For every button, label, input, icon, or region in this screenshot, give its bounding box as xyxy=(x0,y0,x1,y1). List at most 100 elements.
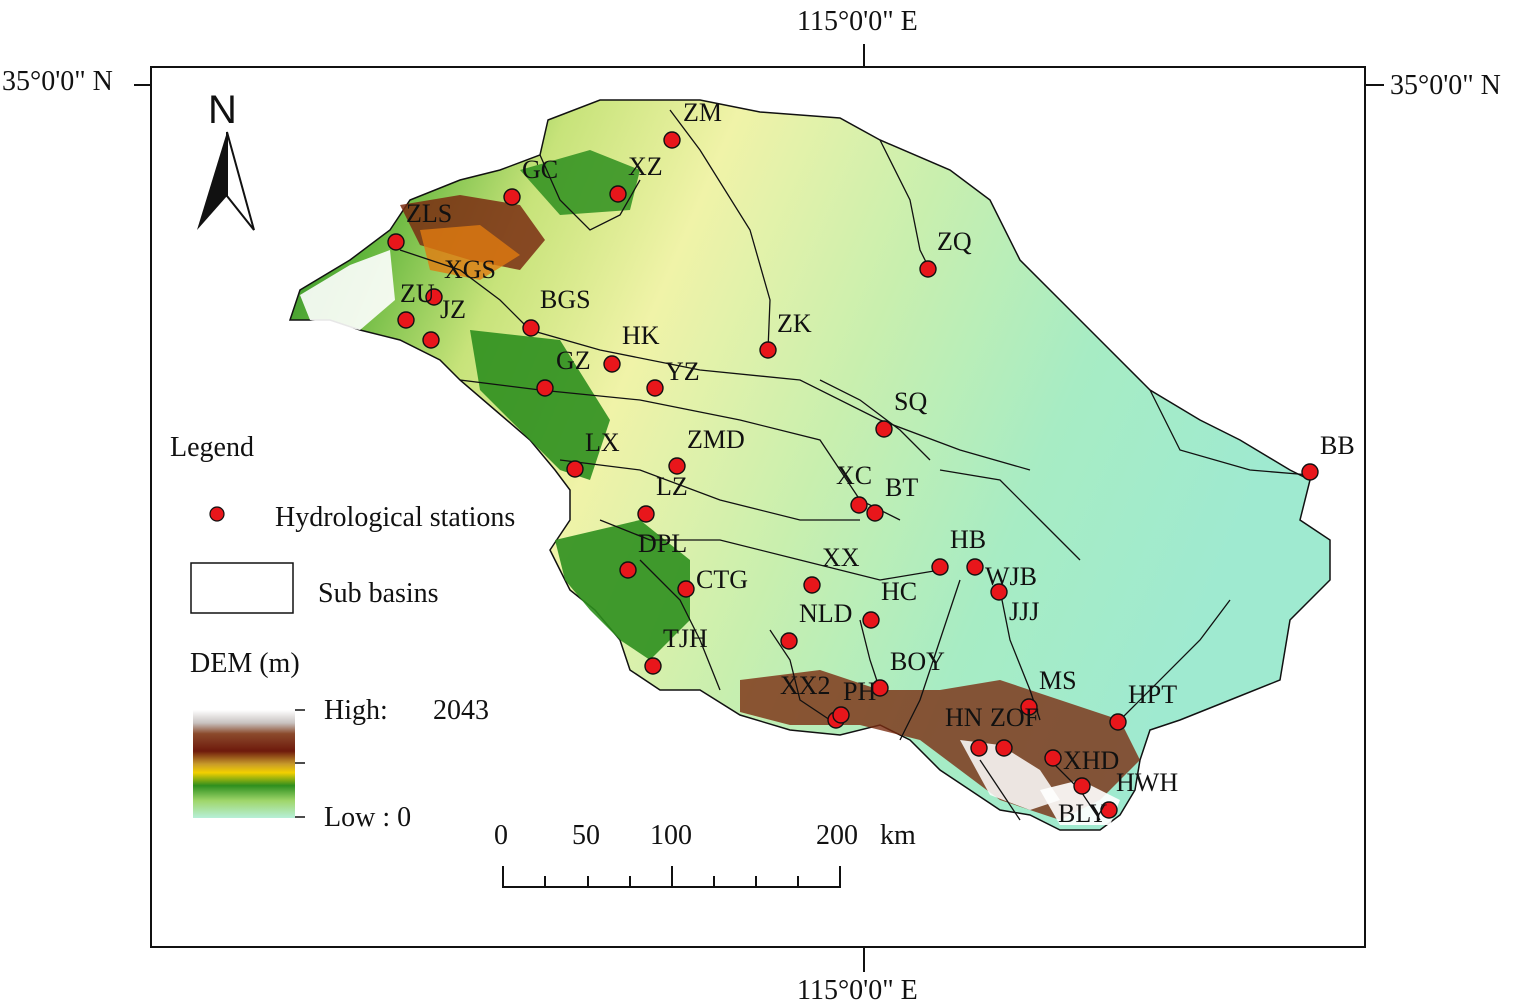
station-label-jjj: JJJ xyxy=(1009,597,1039,626)
station-label-dpl: DPL xyxy=(638,529,687,558)
station-label-hc: HC xyxy=(881,577,917,606)
station-marker-zmd[interactable] xyxy=(668,457,686,475)
legend-low-label: Low : 0 xyxy=(324,802,412,833)
station-label-bgs: BGS xyxy=(540,285,591,314)
station-marker-hwh[interactable] xyxy=(1073,777,1091,795)
left-latitude-label: 35°0'0" N xyxy=(2,66,113,97)
station-marker-sq[interactable] xyxy=(875,420,893,438)
station-label-lz: LZ xyxy=(656,472,688,501)
station-label-zls: ZLS xyxy=(406,199,452,228)
left-latitude-tick xyxy=(134,84,150,86)
station-marker-tjh[interactable] xyxy=(644,657,662,675)
station-label-ph: PH xyxy=(843,677,876,706)
station-marker-lx[interactable] xyxy=(566,460,584,478)
top-longitude-tick xyxy=(863,44,865,66)
station-marker-jjj[interactable] xyxy=(990,583,1008,601)
station-marker-ms[interactable] xyxy=(1020,698,1038,716)
basin-outline xyxy=(288,99,1331,831)
station-marker-hk[interactable] xyxy=(603,355,621,373)
station-marker-xgs[interactable] xyxy=(425,288,443,306)
station-label-lx: LX xyxy=(585,428,620,457)
station-marker-nld[interactable] xyxy=(780,632,798,650)
station-label-xx2: XX2 xyxy=(780,671,831,700)
station-label-tjh: TJH xyxy=(663,624,708,653)
station-marker-bgs[interactable] xyxy=(522,319,540,337)
station-marker-xc[interactable] xyxy=(850,496,868,514)
legend-station-symbol xyxy=(209,506,225,522)
station-label-xz: XZ xyxy=(628,152,663,181)
station-marker-bly[interactable] xyxy=(1100,801,1118,819)
station-label-ctg: CTG xyxy=(696,565,748,594)
scale-tick-50: 50 xyxy=(572,820,600,851)
station-label-bt: BT xyxy=(885,473,918,502)
station-marker-bb[interactable] xyxy=(1301,463,1319,481)
station-marker-bt[interactable] xyxy=(866,504,884,522)
top-longitude-label: 115°0'0" E xyxy=(797,6,918,37)
north-arrow-icon xyxy=(197,131,255,231)
legend-high-label: High: xyxy=(324,695,388,726)
legend-stations-label: Hydrological stations xyxy=(275,502,516,533)
station-marker-dpl[interactable] xyxy=(619,561,637,579)
station-marker-gc[interactable] xyxy=(503,188,521,206)
legend-high-value: 2043 xyxy=(433,695,489,726)
station-marker-gz[interactable] xyxy=(536,379,554,397)
station-marker-zq[interactable] xyxy=(919,260,937,278)
station-label-jz: JZ xyxy=(440,295,466,324)
station-marker-hb[interactable] xyxy=(931,558,949,576)
station-label-hk: HK xyxy=(622,321,660,350)
legend-subbasin-symbol xyxy=(190,562,294,614)
scale-tick-100: 100 xyxy=(650,820,692,851)
station-marker-zof[interactable] xyxy=(995,739,1013,757)
station-marker-zls[interactable] xyxy=(387,233,405,251)
station-label-hn: HN xyxy=(945,703,983,732)
station-label-hpt: HPT xyxy=(1128,680,1177,709)
station-marker-ctg[interactable] xyxy=(677,580,695,598)
station-label-xc: XC xyxy=(836,461,872,490)
station-marker-hpt[interactable] xyxy=(1109,713,1127,731)
station-marker-boy[interactable] xyxy=(871,679,889,697)
station-marker-zk[interactable] xyxy=(759,341,777,359)
station-label-zk: ZK xyxy=(777,309,812,338)
station-label-bb: BB xyxy=(1320,431,1355,460)
scale-tick-200: 200 xyxy=(816,820,858,851)
station-label-sq: SQ xyxy=(894,387,927,416)
station-marker-hc[interactable] xyxy=(862,611,880,629)
station-label-bly: BLY xyxy=(1058,799,1108,828)
station-marker-jz[interactable] xyxy=(422,331,440,349)
station-label-zu: ZU xyxy=(400,279,435,308)
station-label-gz: GZ xyxy=(556,346,591,375)
map-frame xyxy=(150,66,1366,948)
station-marker-xhd[interactable] xyxy=(1044,749,1062,767)
legend-title: Legend xyxy=(170,432,254,463)
legend-dem-ramp xyxy=(193,710,295,818)
station-marker-xx[interactable] xyxy=(803,576,821,594)
station-label-hb: HB xyxy=(950,525,986,554)
bottom-longitude-label: 115°0'0" E xyxy=(797,975,918,1006)
right-latitude-tick xyxy=(1366,84,1384,86)
legend-dem-title: DEM (m) xyxy=(190,648,300,679)
station-label-gc: GC xyxy=(522,155,558,184)
station-label-zq: ZQ xyxy=(937,227,972,256)
station-label-hwh: HWH xyxy=(1116,768,1178,797)
station-marker-zu[interactable] xyxy=(397,311,415,329)
scale-tick-0: 0 xyxy=(494,820,508,851)
station-label-xgs: XGS xyxy=(444,255,496,284)
station-marker-xz[interactable] xyxy=(609,185,627,203)
station-label-nld: NLD xyxy=(799,599,852,628)
station-marker-wjb[interactable] xyxy=(966,558,984,576)
station-marker-hn[interactable] xyxy=(970,739,988,757)
station-marker-ph[interactable] xyxy=(832,706,850,724)
station-label-zmd: ZMD xyxy=(687,425,745,454)
scale-bar xyxy=(502,866,841,888)
station-marker-yz[interactable] xyxy=(646,379,664,397)
station-label-yz: YZ xyxy=(665,357,700,386)
station-marker-lz[interactable] xyxy=(637,505,655,523)
right-latitude-label: 35°0'0" N xyxy=(1390,70,1501,101)
station-label-xx: XX xyxy=(822,543,860,572)
station-label-boy: BOY xyxy=(890,647,945,676)
legend-subbasins-label: Sub basins xyxy=(318,578,439,609)
station-label-xhd: XHD xyxy=(1063,746,1119,775)
station-marker-zm[interactable] xyxy=(663,131,681,149)
